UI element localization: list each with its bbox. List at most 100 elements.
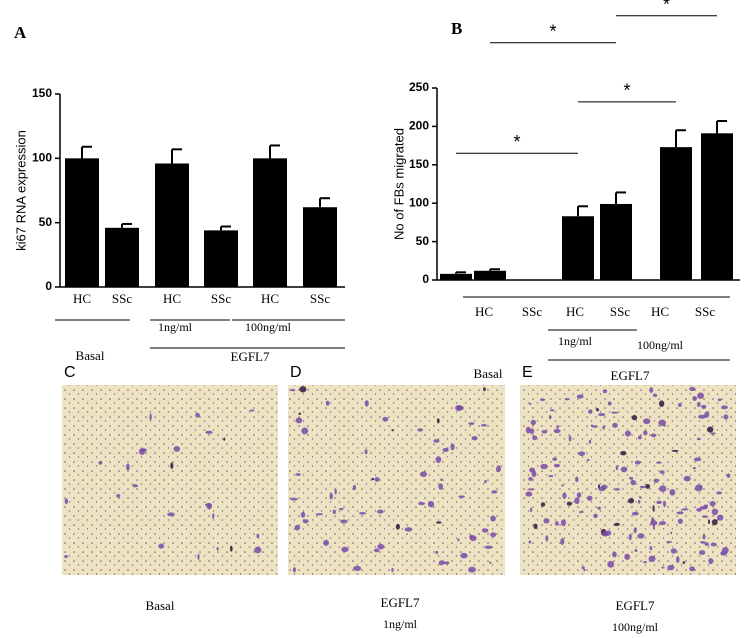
stained-cell bbox=[710, 432, 716, 435]
stained-cell bbox=[658, 400, 665, 408]
bar bbox=[303, 207, 337, 287]
micrograph bbox=[62, 385, 278, 575]
stained-cell bbox=[710, 542, 717, 547]
stained-cell bbox=[637, 499, 641, 504]
stained-cell bbox=[298, 412, 301, 416]
stained-cell bbox=[433, 439, 440, 443]
stained-cell bbox=[694, 484, 703, 492]
stained-cell bbox=[699, 541, 706, 544]
significance-star: * bbox=[549, 21, 556, 41]
stained-cell bbox=[683, 475, 691, 482]
stained-cell bbox=[607, 401, 612, 406]
stained-cell bbox=[643, 418, 651, 425]
stained-cell bbox=[481, 528, 489, 533]
stained-cell bbox=[496, 465, 502, 473]
stained-cell bbox=[696, 437, 701, 441]
stained-cell bbox=[158, 543, 165, 549]
stained-cell bbox=[576, 492, 582, 498]
stained-cell bbox=[254, 546, 262, 554]
stained-cell bbox=[216, 547, 219, 551]
group-label: Basal bbox=[76, 348, 105, 363]
stained-cell bbox=[698, 550, 706, 555]
stained-cell bbox=[612, 422, 618, 428]
stained-cell bbox=[64, 498, 69, 505]
stained-cell bbox=[615, 465, 619, 471]
stained-cell bbox=[300, 511, 306, 518]
stained-cell bbox=[420, 471, 427, 477]
stained-cell bbox=[701, 515, 709, 518]
stained-cell bbox=[552, 457, 557, 461]
stained-cell bbox=[540, 502, 546, 507]
x-tick-label: HC bbox=[651, 304, 669, 319]
bar bbox=[660, 147, 692, 280]
stained-cell bbox=[490, 515, 496, 522]
stained-cell bbox=[139, 448, 146, 455]
stained-cell bbox=[637, 435, 642, 440]
stained-cell bbox=[598, 486, 606, 492]
stained-cell bbox=[556, 425, 559, 429]
stained-cell bbox=[418, 501, 426, 506]
stained-cell bbox=[628, 476, 634, 480]
stained-cell bbox=[696, 401, 701, 408]
panel-label: D bbox=[290, 364, 302, 381]
stained-cell bbox=[530, 419, 536, 426]
stained-cell bbox=[721, 405, 728, 410]
stained-cell bbox=[126, 463, 130, 471]
stained-cell bbox=[613, 522, 620, 527]
stained-cell bbox=[249, 409, 255, 412]
stained-cell bbox=[212, 513, 215, 519]
stained-cell bbox=[711, 508, 719, 516]
y-tick-label: 50 bbox=[39, 215, 53, 229]
stained-cell bbox=[578, 451, 586, 456]
stained-cell bbox=[630, 479, 637, 486]
stained-cell bbox=[528, 540, 532, 544]
stained-cell bbox=[543, 518, 550, 524]
stained-cell bbox=[614, 488, 621, 491]
x-tick-label: SSc bbox=[522, 304, 542, 319]
significance-star: * bbox=[663, 0, 670, 15]
stained-cell bbox=[295, 417, 303, 424]
stained-cell bbox=[442, 447, 449, 453]
stained-cell bbox=[666, 540, 673, 544]
stained-cell bbox=[702, 534, 706, 540]
stained-cell bbox=[562, 492, 567, 499]
stained-cell bbox=[352, 484, 357, 491]
stained-cell bbox=[611, 411, 619, 414]
stained-cell bbox=[723, 414, 729, 420]
stained-cell bbox=[698, 414, 706, 419]
stained-cell bbox=[548, 475, 554, 478]
stained-cell bbox=[64, 555, 68, 559]
stained-cell bbox=[540, 398, 546, 401]
stained-cell bbox=[299, 386, 307, 393]
stained-cell bbox=[581, 566, 585, 570]
stained-cell bbox=[525, 491, 533, 497]
stained-cell bbox=[575, 476, 579, 483]
stained-cell bbox=[435, 456, 442, 464]
stained-cell bbox=[529, 428, 535, 434]
micrograph bbox=[520, 385, 736, 575]
stained-cell bbox=[701, 404, 707, 409]
panel-label: E bbox=[522, 364, 533, 381]
stained-cell bbox=[638, 495, 642, 499]
stained-cell bbox=[651, 517, 655, 524]
stained-cell bbox=[652, 393, 658, 397]
stained-cell bbox=[329, 492, 333, 500]
bar bbox=[701, 133, 733, 280]
stained-cell bbox=[353, 565, 362, 571]
stained-cell bbox=[458, 495, 465, 498]
stained-cell bbox=[436, 418, 440, 424]
stained-cell bbox=[290, 497, 298, 501]
stained-cell bbox=[340, 519, 348, 524]
stained-cell bbox=[480, 423, 487, 427]
x-tick-label: HC bbox=[163, 291, 181, 306]
stained-cell bbox=[693, 457, 702, 462]
stained-cell bbox=[588, 409, 593, 414]
stained-cell bbox=[334, 488, 337, 495]
stained-cell bbox=[597, 506, 601, 510]
stained-cell bbox=[436, 521, 442, 524]
stained-cell bbox=[631, 415, 638, 421]
stained-cell bbox=[549, 409, 555, 412]
stained-cell bbox=[624, 430, 632, 437]
bar bbox=[253, 158, 287, 287]
stained-cell bbox=[677, 518, 683, 524]
